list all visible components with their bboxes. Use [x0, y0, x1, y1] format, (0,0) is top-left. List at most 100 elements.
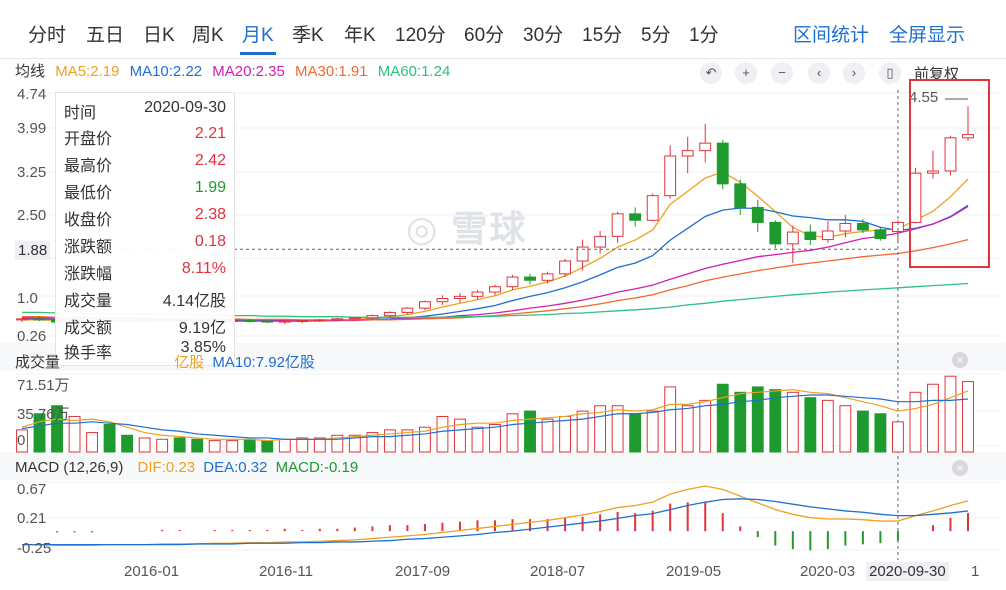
close-volume-icon[interactable]: ×: [952, 352, 968, 368]
volume-label: 成交量: [15, 354, 61, 371]
undo-icon[interactable]: ↶: [700, 62, 722, 84]
volume-bar: [418, 426, 431, 453]
volume-bar: [856, 410, 869, 453]
candle-body: [839, 223, 852, 232]
volume-bar: [261, 440, 274, 453]
volume-bar: [191, 438, 204, 453]
candle-body: [313, 319, 326, 322]
crosshair-price-label: 1.88: [15, 241, 51, 260]
close-macd-icon[interactable]: ×: [952, 460, 968, 476]
tab-60min[interactable]: 60分: [464, 25, 505, 46]
macd-value: MACD:-0.19: [275, 459, 359, 476]
candle-body: [383, 311, 396, 317]
volume-bar: [909, 391, 922, 453]
tooltip-row: 最低价 1.99: [64, 179, 226, 202]
volume-bar: [611, 405, 624, 453]
volume-bar: [839, 405, 852, 453]
tab-5min[interactable]: 5分: [641, 25, 671, 46]
tab-monthly-k[interactable]: 月K: [242, 25, 274, 46]
candle-body: [751, 206, 764, 223]
tab-timeshare[interactable]: 分时: [28, 25, 67, 46]
ma5-value: MA5:2.19: [55, 63, 120, 80]
ma10-value: MA10:2.22: [129, 63, 203, 80]
volume-axis-label: 71.51万: [17, 377, 70, 394]
volume-bar: [86, 432, 99, 453]
volume-bar: [383, 429, 396, 453]
volume-bar: [681, 405, 694, 453]
candle-body: [769, 221, 782, 245]
candle-body: [331, 318, 344, 321]
zoom-in-icon[interactable]: +: [735, 62, 757, 84]
volume-axis-label: 0: [17, 432, 26, 449]
candle-type-icon[interactable]: ▯: [879, 62, 901, 84]
volume-bar: [16, 429, 28, 453]
candle-body: [664, 155, 677, 197]
tab-weekly-k[interactable]: 周K: [192, 25, 224, 46]
candle-body: [33, 318, 46, 321]
tab-yearly-k[interactable]: 年K: [344, 25, 376, 46]
candle-body: [348, 317, 361, 320]
tooltip-row: 最高价 2.42: [64, 152, 226, 175]
next-icon[interactable]: ›: [843, 62, 865, 84]
candle-body: [471, 291, 484, 297]
volume-bar: [226, 440, 239, 453]
candle-body: [489, 286, 501, 293]
tab-120min[interactable]: 120分: [395, 25, 446, 46]
candle-body: [524, 276, 536, 281]
range-stats-button[interactable]: 区间统计: [793, 25, 870, 46]
tooltip-row: 成交额 9.19亿: [64, 320, 226, 337]
tab-5day[interactable]: 五日: [86, 25, 125, 46]
x-axis-label: 2020-03: [800, 563, 856, 580]
x-axis-label: 2017-09: [395, 563, 451, 580]
tab-1min[interactable]: 1分: [689, 25, 719, 46]
volume-bar: [156, 438, 169, 453]
tab-30min[interactable]: 30分: [523, 25, 564, 46]
ma20-value: MA20:2.35: [212, 63, 285, 80]
volume-bar: [489, 424, 501, 453]
candle-body: [506, 276, 519, 288]
candle-body: [436, 298, 449, 303]
tab-quarterly-k[interactable]: 季K: [292, 25, 324, 46]
macd-header-band: [0, 452, 1006, 480]
ma30-value: MA30:1.91: [295, 63, 368, 80]
max-price-label: 4.55: [909, 89, 939, 106]
price-axis-label: 1.0: [17, 290, 38, 307]
fullscreen-button[interactable]: 全屏显示: [889, 25, 966, 46]
volume-bar: [313, 437, 326, 453]
candle-body: [874, 229, 887, 240]
volume-bar: [401, 429, 414, 453]
volume-ma10-line: [21, 394, 969, 440]
ma-label: 均线: [15, 63, 46, 80]
candle-body: [454, 295, 466, 300]
watermark: ◎ 雪球: [406, 208, 528, 249]
tooltip-row: 涨跌幅 8.11%: [64, 260, 226, 283]
volume-bar: [348, 434, 361, 453]
volume-bar: [296, 437, 309, 453]
macd-dif-line: [22, 485, 969, 546]
candle-tooltip: 时间 2020-09-30 开盘价 2.21 最高价 2.42 最低价 1.99 收盘价…: [55, 92, 235, 366]
restore-type[interactable]: 前复权: [914, 66, 960, 83]
volume-bar: [962, 381, 974, 453]
zoom-out-icon[interactable]: −: [771, 62, 793, 84]
macd-dif: DIF:0.23: [137, 459, 196, 476]
x-axis-label: 2019-05: [666, 563, 722, 580]
volume-bar: [751, 386, 764, 453]
active-tab-underline: [240, 52, 276, 55]
volume-bar: [891, 421, 904, 453]
volume-bar: [208, 440, 221, 453]
candle-body: [681, 150, 694, 157]
volume-bar: [121, 434, 134, 453]
tab-15min[interactable]: 15分: [582, 25, 623, 46]
candle-body: [594, 235, 607, 248]
volume-bar: [436, 415, 449, 453]
candle-body: [611, 213, 624, 237]
prev-icon[interactable]: ‹: [808, 62, 830, 84]
volume-bar: [173, 437, 186, 453]
volume-bar: [68, 415, 81, 453]
candle-body: [278, 320, 291, 323]
candle-body: [559, 260, 572, 275]
tab-daily-k[interactable]: 日K: [143, 25, 175, 46]
candle-body: [716, 142, 729, 185]
macd-axis-label: 0.67: [17, 481, 47, 498]
